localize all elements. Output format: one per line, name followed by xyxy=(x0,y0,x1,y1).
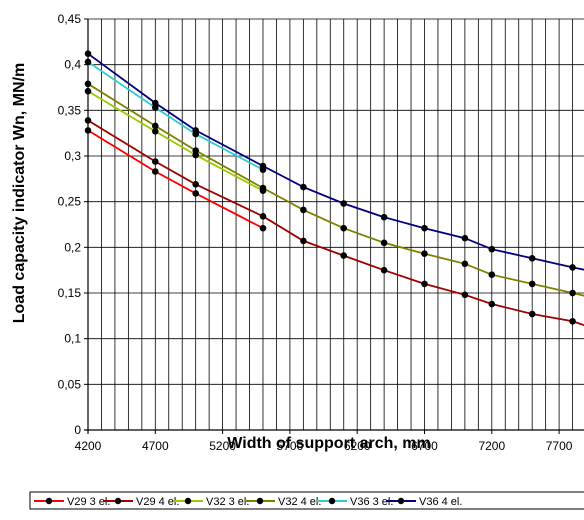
legend-label: V29 3 el. xyxy=(67,496,110,508)
data-point xyxy=(569,264,576,271)
legend-label: V32 3 el. xyxy=(206,496,249,508)
series-line-2 xyxy=(87,90,264,192)
data-point xyxy=(380,239,388,247)
y-axis-title: Load capacity indicator Wn, MN/m xyxy=(11,63,28,323)
data-point xyxy=(152,122,159,130)
data-point xyxy=(488,245,496,253)
data-point xyxy=(528,254,536,262)
legend-swatch-marker xyxy=(184,497,192,505)
data-point xyxy=(421,250,428,257)
x-tick-label: 5700 xyxy=(277,439,304,453)
data-point xyxy=(84,58,92,66)
series-points xyxy=(84,50,576,325)
data-point xyxy=(259,224,267,232)
legend-swatch-marker xyxy=(328,497,336,505)
data-point xyxy=(192,151,199,159)
y-tick-label: 0,45 xyxy=(58,12,82,26)
data-point xyxy=(192,181,199,188)
data-point xyxy=(152,158,159,165)
x-axis-title: Width of support arch, mm xyxy=(227,435,430,452)
x-tick-label: 7200 xyxy=(478,439,505,453)
data-point xyxy=(569,318,576,325)
legend-box xyxy=(29,491,584,510)
y-tick-label: 0,1 xyxy=(64,332,81,346)
data-point xyxy=(259,162,267,170)
y-tick-label: 0,25 xyxy=(58,195,82,209)
data-point xyxy=(192,147,199,154)
x-tick-label: 6700 xyxy=(411,439,438,453)
data-point xyxy=(152,168,159,175)
data-point xyxy=(528,310,536,318)
axes xyxy=(84,18,584,434)
data-point xyxy=(259,213,267,220)
data-point xyxy=(340,252,348,259)
data-point xyxy=(488,300,496,308)
legend-swatch-marker xyxy=(256,497,264,505)
series-line-4 xyxy=(87,61,264,171)
legend-label: V36 4 el. xyxy=(419,496,462,508)
data-point xyxy=(84,127,92,134)
y-tick-label: 0,05 xyxy=(58,377,82,391)
data-point xyxy=(461,291,469,299)
legend-swatch-marker xyxy=(114,497,122,505)
data-point xyxy=(380,213,388,221)
data-point xyxy=(300,183,307,191)
data-point xyxy=(84,80,92,88)
data-point xyxy=(461,234,469,242)
data-point xyxy=(192,127,199,134)
data-point xyxy=(152,104,159,111)
data-point xyxy=(461,260,469,268)
series-lines xyxy=(87,52,584,327)
legend-label: V32 4 el. xyxy=(278,496,321,508)
series-line-5 xyxy=(87,52,584,271)
legend-swatch-marker xyxy=(45,497,53,505)
y-tick-label: 0,4 xyxy=(64,58,81,72)
legend-swatch-marker xyxy=(397,497,405,505)
series-line-3 xyxy=(87,83,584,297)
x-tick-label: 4700 xyxy=(142,439,169,453)
data-point xyxy=(340,200,348,207)
y-tick-label: 0,15 xyxy=(58,286,82,300)
data-point xyxy=(421,224,428,232)
y-tick-label: 0,3 xyxy=(64,149,81,163)
data-point xyxy=(300,237,307,245)
data-point xyxy=(421,280,428,288)
data-point xyxy=(84,50,92,57)
legend: V29 3 el. V29 4 el. V32 3 el. V32 4 el. V36 … xyxy=(29,491,584,510)
data-point xyxy=(340,224,348,232)
data-point xyxy=(488,271,496,279)
legend-label: V29 4 el. xyxy=(136,496,179,508)
data-point xyxy=(152,99,159,107)
y-tick-label: 0,35 xyxy=(58,103,82,117)
data-point xyxy=(380,266,388,274)
data-point xyxy=(84,117,92,124)
data-point xyxy=(84,87,92,95)
series-line-0 xyxy=(87,129,264,229)
x-tick-label: 6200 xyxy=(344,439,371,453)
x-tick-label: 5200 xyxy=(209,439,236,453)
tick-labels: 0 0,05 0,1 0,15 0,2 0,25 0,3 0,35 0,4 0,45 4200 470… xyxy=(58,12,573,453)
data-point xyxy=(152,128,159,135)
data-point xyxy=(569,289,576,297)
legend-label: V36 3 el. xyxy=(350,496,393,508)
data-point xyxy=(192,190,199,197)
y-tick-label: 0,2 xyxy=(64,240,81,254)
data-point xyxy=(528,280,536,288)
y-tick-label: 0 xyxy=(74,423,81,437)
x-tick-label: 4200 xyxy=(75,439,102,453)
data-point xyxy=(259,184,267,192)
data-point xyxy=(300,206,307,214)
x-tick-label: 7700 xyxy=(546,439,573,453)
